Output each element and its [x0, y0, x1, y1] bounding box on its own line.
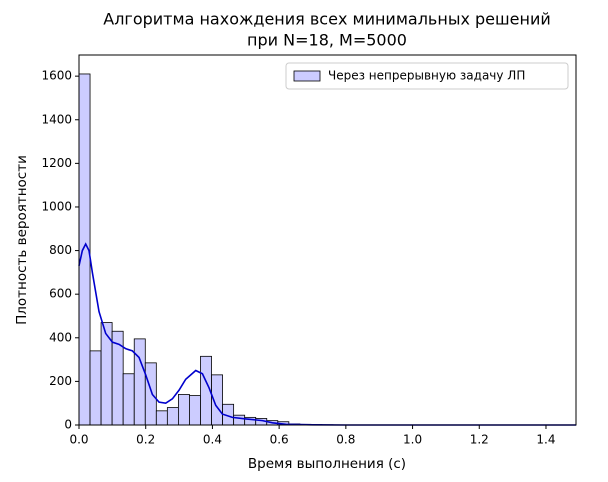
- y-tick-label: 200: [49, 374, 72, 388]
- legend-box: [285, 62, 569, 90]
- histogram-bar: [166, 407, 179, 426]
- x-tick-label: 1.4: [536, 433, 555, 447]
- histogram-bar: [89, 350, 102, 426]
- x-tick-label: 0.8: [336, 433, 355, 447]
- x-tick-label: 0.4: [203, 433, 222, 447]
- y-tick-label: 1600: [41, 69, 72, 83]
- chart-title: при N=18, M=5000: [247, 31, 407, 50]
- y-tick-label: 800: [49, 243, 72, 257]
- histogram-bar: [133, 338, 146, 426]
- x-tick-label: 0.2: [136, 433, 155, 447]
- y-tick-label: 1400: [41, 112, 72, 126]
- legend-label: Через непрерывную задачу ЛП: [328, 69, 525, 83]
- kde-line: [78, 242, 576, 426]
- x-tick-label: 1.0: [403, 433, 422, 447]
- histogram-bar: [144, 362, 157, 426]
- y-tick-label: 1000: [41, 199, 72, 213]
- histogram-bar: [155, 410, 168, 426]
- legend-swatch: [293, 70, 321, 82]
- histogram-bar: [233, 414, 246, 426]
- x-tick-label: 0.6: [270, 433, 289, 447]
- x-axis-label: Время выполнения (с): [248, 456, 406, 472]
- y-tick-label: 600: [49, 287, 72, 301]
- y-axis-label: Плотность вероятности: [14, 155, 30, 325]
- x-tick-label: 1.2: [470, 433, 489, 447]
- y-tick-label: 1200: [41, 156, 72, 170]
- histogram-bar: [177, 394, 190, 426]
- histogram-bar: [100, 322, 113, 426]
- y-tick-label: 400: [49, 330, 72, 344]
- y-tick-label: 0: [64, 418, 72, 432]
- chart-title: Алгоритма нахождения всех минимальных ре…: [103, 10, 551, 29]
- histogram-bar: [122, 373, 135, 426]
- plot-frame: [78, 54, 577, 426]
- histogram-bar: [189, 395, 201, 426]
- x-tick-label: 0.0: [69, 433, 88, 447]
